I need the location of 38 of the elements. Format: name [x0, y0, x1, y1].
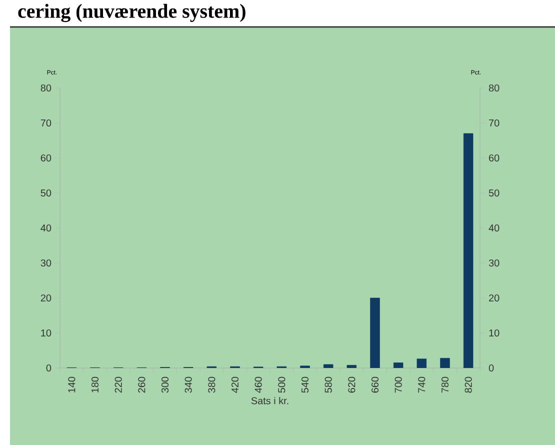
y-tick-label: 0	[46, 364, 52, 372]
y2-tick-label: 60	[489, 154, 500, 162]
y2-tick-label: 50	[488, 189, 500, 197]
x-tick-label: 620	[348, 376, 356, 393]
y-tick-label: 60	[40, 154, 52, 162]
x-tick-label: 780	[441, 376, 449, 393]
x-tick-label: 180	[91, 376, 99, 392]
x-tick-label: 460	[254, 376, 262, 393]
x-tick-label: 660	[371, 376, 379, 393]
y-tick-label: 20	[40, 294, 52, 302]
chart-title: cering (nuværende system)	[18, 4, 246, 22]
x-tick-label: 140	[68, 376, 76, 392]
x-tick-label: 700	[394, 376, 402, 393]
y-tick-label: 10	[41, 329, 52, 337]
y-tick-label: 30	[40, 259, 52, 267]
x-tick-label: 300	[161, 376, 169, 393]
x-tick-label: 820	[464, 376, 472, 393]
x-tick-label: 260	[138, 376, 146, 393]
y2-tick-label: 70	[489, 119, 500, 127]
y2-tick-label: 30	[488, 259, 500, 267]
x-tick-label: 340	[184, 376, 192, 393]
y-tick-label: 70	[40, 119, 52, 127]
x-tick-label: 220	[114, 376, 122, 393]
y-tick-label: 40	[40, 224, 52, 232]
y2-tick-label: 0	[488, 364, 494, 372]
y-tick-label: 80	[40, 84, 52, 92]
y2-tick-label: 10	[489, 329, 500, 337]
y2-tick-label: 40	[488, 224, 500, 232]
y2-tick-label: 80	[488, 84, 500, 92]
x-tick-label: 540	[301, 376, 309, 393]
x-axis-title: Sats i kr.	[251, 396, 288, 404]
x-tick-label: 420	[231, 376, 239, 393]
y2-tick-label: 20	[489, 294, 500, 302]
y-tick-label: 50	[40, 189, 52, 197]
x-tick-label: 580	[324, 376, 332, 393]
x-tick-label: 380	[208, 376, 216, 393]
x-tick-label: 500	[278, 376, 286, 393]
x-tick-label: 740	[418, 376, 426, 393]
